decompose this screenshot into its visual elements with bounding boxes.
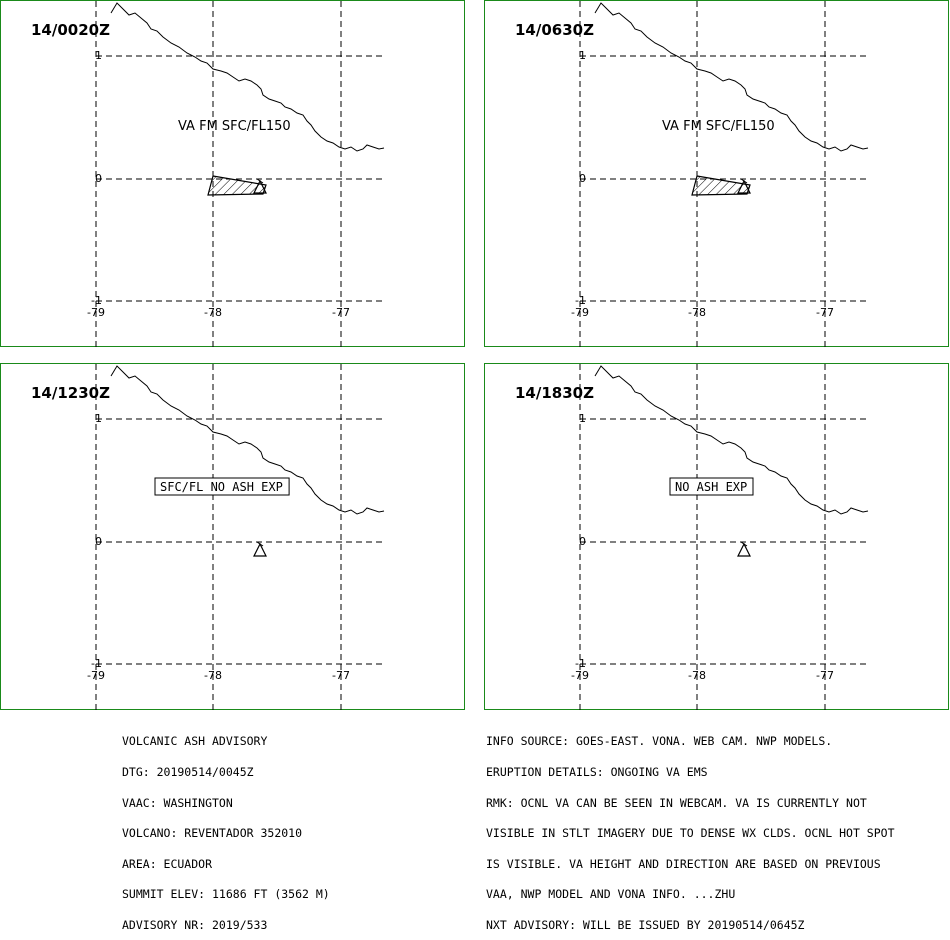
- longitude-label: -79: [571, 306, 589, 319]
- map-canvas: 1 0 -1-79 -78 -77 14/0630Z VA FM SFC/FL150: [515, 1, 870, 348]
- latitude-label: 0: [579, 535, 586, 548]
- longitude-label: -77: [332, 306, 350, 319]
- panel-time-title: 14/0630Z: [515, 21, 594, 39]
- volcano-icon: [253, 541, 267, 557]
- coastline: [594, 365, 869, 515]
- volcano-icon: [737, 541, 751, 557]
- latitude-label: -1: [91, 657, 102, 670]
- advisory-line: VOLCANO: REVENTADOR 352010: [122, 826, 303, 841]
- advisory-line: VAAC: WASHINGTON: [122, 795, 233, 810]
- coastline: [110, 2, 385, 152]
- map-canvas: 1 0 -1-79 -78 -77 14/1830Z NO ASH EXP: [515, 364, 870, 711]
- advisory-line: IS VISIBLE. VA HEIGHT AND DIRECTION ARE …: [486, 856, 881, 871]
- panel-time-title: 14/1830Z: [515, 384, 594, 402]
- ash-height-label: VA FM SFC/FL150: [662, 119, 775, 134]
- ash-height-label: VA FM SFC/FL150: [178, 119, 291, 134]
- map-panel-3: 1 0 -1 -79 -78 -77 14/1230Z SFC/FL NO ASH EXP: [0, 363, 465, 711]
- map-canvas: 1 0 -1-79 -78 -77 14/0020Z VA FM SFC/FL150: [31, 1, 386, 348]
- longitude-label: -77: [816, 669, 834, 682]
- latitude-label: -1: [575, 657, 586, 670]
- latitude-label: 0: [579, 172, 586, 185]
- ash-status-label: SFC/FL NO ASH EXP: [160, 480, 283, 494]
- latitude-label: 0: [95, 535, 102, 548]
- latitude-label: 1: [579, 49, 586, 62]
- panel-time-title: 14/0020Z: [31, 21, 110, 39]
- advisory-info-left: VOLCANIC ASH ADVISORY DTG: 20190514/0045…: [122, 716, 330, 940]
- longitude-label: -79: [87, 669, 105, 682]
- latitude-label: -1: [575, 294, 586, 307]
- advisory-line: ERUPTION DETAILS: ONGOING VA EMS: [486, 765, 708, 779]
- advisory-line: AREA: ECUADOR: [122, 856, 213, 871]
- label-box: [154, 477, 290, 496]
- advisory-line: RMK: OCNL VA CAN BE SEEN IN WEBCAM. VA I…: [486, 795, 867, 810]
- map-panel-1: 1 0 -1 -79 -78 -77 14/0020Z VA FM SFC/FL150: [0, 0, 465, 348]
- latitude-label: -1: [91, 294, 102, 307]
- longitude-label: -77: [332, 669, 350, 682]
- volcano-icon: [253, 178, 267, 194]
- longitude-label: -79: [571, 669, 589, 682]
- advisory-line: DTG: 20190514/0045Z: [122, 765, 254, 779]
- advisory-line: NXT ADVISORY: WILL BE ISSUED BY 20190514…: [486, 917, 805, 932]
- map-panel-2: 1 0 -1 -79 -78 -77 14/0630Z VA FM SFC/FL150: [484, 0, 949, 348]
- label-box: [669, 477, 754, 496]
- advisory-line: ADVISORY NR: 2019/533: [122, 917, 268, 932]
- latitude-label: 1: [95, 49, 102, 62]
- advisory-line: SUMMIT ELEV: 11686 FT (3562 M): [122, 887, 330, 902]
- latitude-label: 1: [95, 412, 102, 425]
- map-canvas: 1 0 -1-79 -78 -77 14/1230Z SFC/FL NO ASH EXP: [31, 364, 386, 711]
- latitude-label: 1: [579, 412, 586, 425]
- advisory-line: VAA, NWP MODEL AND VONA INFO. ...ZHU: [486, 887, 736, 902]
- advisory-info-right: INFO SOURCE: GOES-EAST. VONA. WEB CAM. N…: [486, 716, 895, 940]
- panel-time-title: 14/1230Z: [31, 384, 110, 402]
- longitude-label: -78: [688, 669, 706, 682]
- coastline: [110, 365, 385, 515]
- coastline: [594, 2, 869, 152]
- longitude-label: -77: [816, 306, 834, 319]
- ash-cloud-polygon: [691, 175, 751, 196]
- longitude-label: -78: [688, 306, 706, 319]
- longitude-label: -79: [87, 306, 105, 319]
- advisory-line: VOLCANIC ASH ADVISORY: [122, 734, 268, 749]
- ash-cloud-polygon: [207, 175, 267, 196]
- advisory-line: INFO SOURCE: GOES-EAST. VONA. WEB CAM. N…: [486, 734, 833, 749]
- latitude-label: 0: [95, 172, 102, 185]
- longitude-label: -78: [204, 669, 222, 682]
- longitude-label: -78: [204, 306, 222, 319]
- ash-status-label: NO ASH EXP: [675, 480, 747, 494]
- volcano-icon: [737, 178, 751, 194]
- advisory-line: VISIBLE IN STLT IMAGERY DUE TO DENSE WX …: [486, 826, 895, 841]
- map-panel-4: 1 0 -1 -79 -78 -77 14/1830Z NO ASH EXP: [484, 363, 949, 711]
